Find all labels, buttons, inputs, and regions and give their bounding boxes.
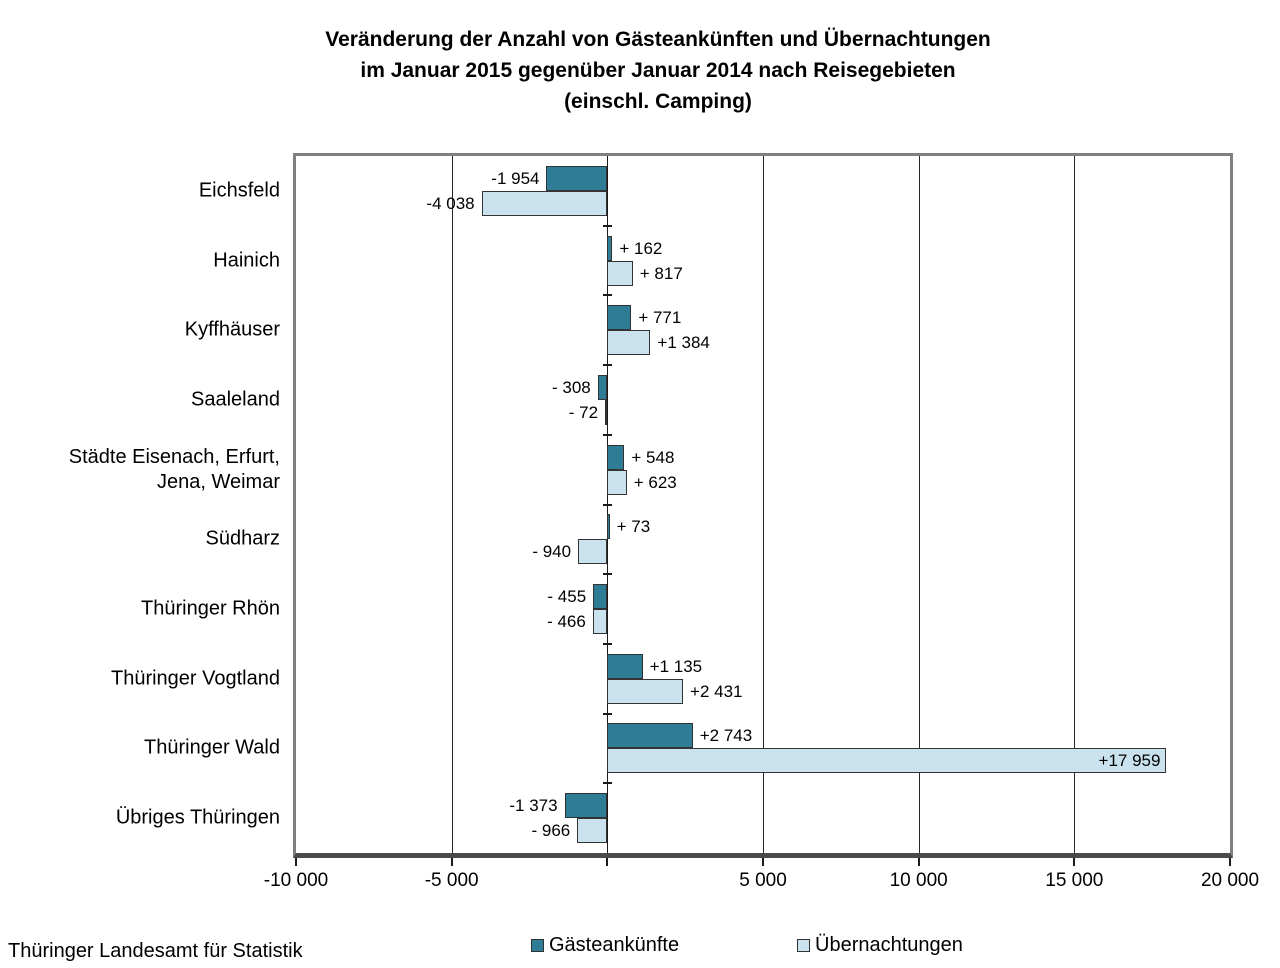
bar-value-label: -1 954 — [491, 168, 540, 188]
category-label: Städte Eisenach, Erfurt, Jena, Weimar — [68, 445, 280, 493]
value-axis-tick-label: -10 000 — [263, 870, 329, 891]
legend-item-uebernachtungen: Übernachtungen — [797, 934, 963, 957]
category-label: Thüringer Wald — [144, 736, 280, 759]
bar-value-label: +1 384 — [657, 333, 710, 353]
axis-tick — [450, 858, 453, 866]
category-label: Hainich — [213, 249, 280, 272]
bar-value-label: - 966 — [531, 821, 571, 841]
bar-value-label: + 73 — [616, 517, 651, 537]
bar-uebernachtungen — [577, 818, 608, 844]
bar-gaesteankuenfte — [607, 235, 613, 261]
value-axis-tick-label: 20 000 — [1200, 870, 1260, 891]
bar-value-label: + 771 — [638, 308, 682, 328]
axis-tick — [606, 858, 609, 866]
bar-gaesteankuenfte — [607, 444, 625, 470]
bar-gaesteankuenfte — [597, 374, 608, 400]
category-label: Übriges Thüringen — [115, 806, 280, 829]
legend-swatch-light-icon — [797, 939, 810, 952]
legend-item-gaesteankuenfte: Gästeankünfte — [531, 934, 679, 957]
plot-area: -1 954 -4 038 + 162 + 817 + 771 +1 384 - 308 - … — [293, 153, 1233, 858]
axis-tick — [1073, 858, 1076, 866]
bar-gaesteankuenfte — [607, 653, 643, 679]
bar-gaesteankuenfte — [607, 305, 632, 331]
axis-tick — [1229, 858, 1231, 866]
category-label: Kyffhäuser — [184, 318, 280, 341]
category-label: Thüringer Vogtland — [110, 667, 280, 690]
value-axis-tick-label: -5 000 — [424, 870, 479, 891]
bar-value-label: - 72 — [568, 402, 599, 422]
chart-title: Veränderung der Anzahl von Gästeankünfte… — [36, 24, 1280, 117]
category-tick — [603, 782, 613, 785]
category-tick — [603, 224, 613, 227]
source-attribution: Thüringer Landesamt für Statistik — [8, 940, 303, 962]
value-axis-tick-label: 5 000 — [739, 870, 787, 891]
gridline — [451, 156, 453, 853]
bar-value-label: - 455 — [547, 587, 587, 607]
bar-value-label: - 940 — [532, 542, 572, 562]
bar-value-label: -4 038 — [426, 193, 475, 213]
bar-uebernachtungen — [607, 678, 683, 704]
category-tick — [603, 503, 613, 506]
bar-value-label: +2 743 — [699, 726, 753, 746]
bar-gaesteankuenfte — [607, 723, 693, 749]
axis-tick — [917, 858, 920, 866]
gridline — [918, 156, 920, 853]
bar-uebernachtungen — [481, 190, 608, 216]
bar-value-label: + 817 — [639, 263, 683, 283]
bar-uebernachtungen — [592, 609, 608, 635]
legend-label: Übernachtungen — [815, 934, 963, 956]
bar-value-label: + 162 — [619, 238, 663, 258]
axis-tick — [295, 858, 297, 866]
bar-uebernachtungen — [607, 260, 633, 286]
bar-value-label: +17 959 — [1098, 751, 1161, 771]
legend-swatch-dark-icon — [531, 939, 544, 952]
category-tick — [603, 642, 613, 645]
bar-gaesteankuenfte — [607, 514, 610, 540]
bar-uebernachtungen — [607, 330, 651, 356]
bar-gaesteankuenfte — [546, 165, 608, 191]
category-tick — [603, 294, 613, 297]
category-label: Saaleland — [191, 388, 280, 411]
category-tick — [603, 433, 613, 436]
category-label: Südharz — [205, 527, 281, 550]
value-axis-tick-label: 10 000 — [889, 870, 948, 891]
legend-label: Gästeankünfte — [549, 934, 680, 956]
bar-uebernachtungen — [607, 469, 627, 495]
category-tick — [603, 364, 613, 367]
bar-gaesteankuenfte — [564, 793, 608, 819]
axis-tick — [762, 858, 764, 866]
bar-value-label: -1 373 — [509, 796, 558, 816]
bar-value-label: +2 431 — [690, 681, 743, 701]
bar-uebernachtungen — [605, 399, 608, 425]
bar-value-label: +1 135 — [649, 656, 703, 676]
category-tick — [603, 712, 613, 715]
gridline — [763, 156, 764, 853]
bar-gaesteankuenfte — [593, 584, 608, 610]
bar-uebernachtungen — [607, 748, 1167, 774]
chart-title-line-3: (einschl. Camping) — [564, 90, 752, 113]
category-tick — [603, 573, 613, 576]
value-axis-tick-label: 15 000 — [1045, 870, 1104, 891]
category-label: Thüringer Rhön — [141, 597, 280, 620]
bar-value-label: + 623 — [633, 472, 677, 492]
bar-value-label: - 466 — [547, 612, 586, 632]
bar-uebernachtungen — [578, 539, 608, 565]
chart-title-line-1: Veränderung der Anzahl von Gästeankünfte… — [325, 28, 991, 51]
chart-title-line-2: im Januar 2015 gegenüber Januar 2014 nac… — [360, 59, 956, 82]
category-label: Eichsfeld — [198, 179, 280, 202]
bar-value-label: - 308 — [552, 377, 591, 397]
plot-inner: -1 954 -4 038 + 162 + 817 + 771 +1 384 - 308 - … — [296, 156, 1230, 853]
gridline — [1074, 156, 1076, 853]
bar-value-label: + 548 — [631, 447, 675, 467]
